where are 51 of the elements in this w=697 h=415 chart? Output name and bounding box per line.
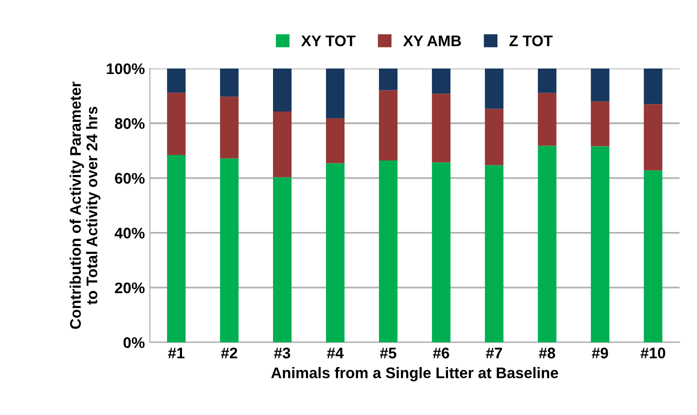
y-tick-label: 40% (114, 228, 145, 238)
bar (644, 68, 662, 104)
bar (378, 90, 398, 161)
x-tick-label: #1 (168, 348, 184, 358)
y-tick-label: 80% (114, 118, 145, 129)
bar (590, 68, 610, 102)
x-tick-label: #5 (380, 348, 396, 358)
x-tick-label: #10 (640, 348, 666, 358)
bar (378, 160, 398, 342)
x-tick-label: #8 (538, 348, 556, 358)
y-tick-label: 60% (114, 172, 145, 184)
bar (220, 68, 239, 97)
bar (538, 68, 556, 93)
bar (644, 170, 662, 342)
bar (590, 101, 610, 146)
bar (484, 68, 504, 109)
legend-label: XY TOT (301, 35, 356, 46)
legend-label: Z TOT (509, 35, 553, 46)
x-tick-label: #9 (592, 348, 608, 358)
x-tick-label: #4 (327, 348, 344, 358)
bar (326, 118, 345, 164)
x-tick-label: #7 (486, 348, 502, 358)
bar (538, 146, 556, 342)
bar (273, 68, 292, 112)
bar (326, 163, 345, 342)
x-axis-title: Animals from a Single Litter at Baseline (271, 367, 558, 382)
y-tick-label: 0% (124, 337, 145, 348)
bar (484, 108, 504, 166)
x-tick-label: #2 (221, 348, 238, 358)
bar (167, 155, 186, 342)
bar (167, 92, 186, 156)
bar (378, 68, 398, 90)
y-tick-label: 100% (106, 63, 145, 74)
bar (538, 92, 556, 146)
x-tick-label: #6 (432, 348, 450, 358)
bar (220, 158, 239, 342)
x-tick-label: #3 (274, 348, 290, 358)
y-axis-title: Contribution of Activity Parameter to Total Activity over 24 hrs (70, 82, 100, 329)
bar (432, 68, 450, 94)
bar (644, 104, 662, 170)
bar (432, 94, 450, 162)
bar (590, 146, 610, 342)
y-tick-label: 20% (114, 282, 145, 294)
bar (167, 68, 186, 93)
bar (326, 68, 345, 118)
bar (432, 162, 450, 342)
legend-label: XY AMB (403, 36, 461, 46)
bar (273, 111, 292, 178)
bar (484, 165, 504, 342)
bar (273, 177, 292, 342)
bar (220, 96, 239, 158)
